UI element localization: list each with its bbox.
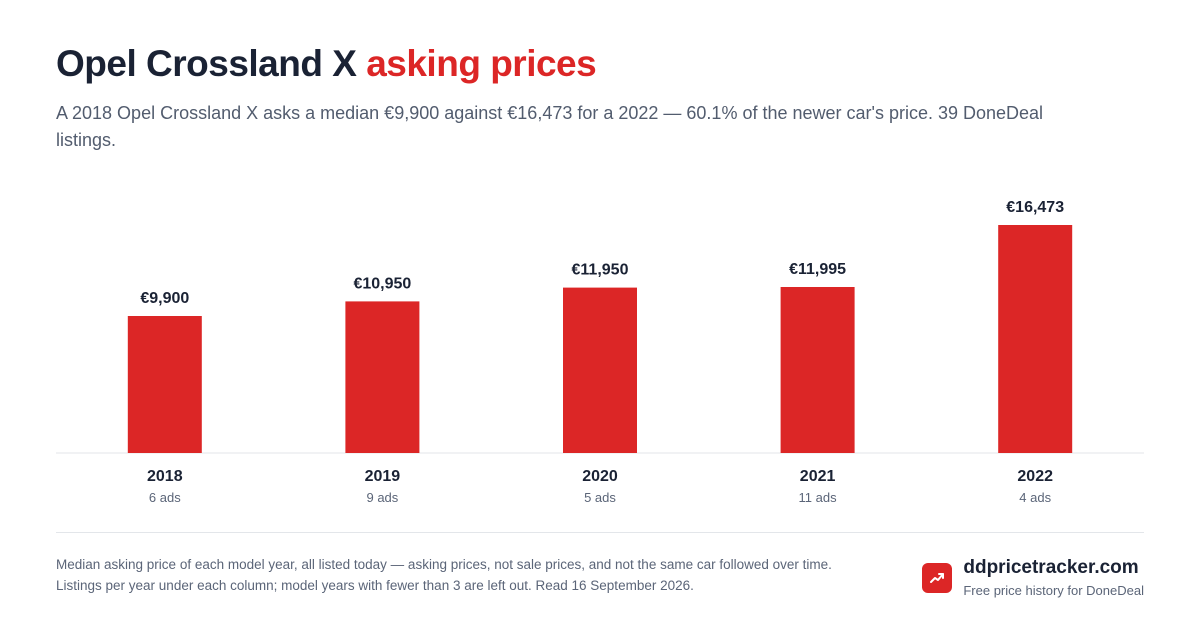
category-label: 2022 <box>1017 468 1053 485</box>
category-label: 2018 <box>147 468 183 485</box>
bar-value-label: €11,995 <box>789 261 846 278</box>
bar-value-label: €9,900 <box>140 290 189 307</box>
bar-2022 <box>998 225 1073 453</box>
bar-value-label: €16,473 <box>1006 199 1064 216</box>
bar-2020 <box>563 287 637 453</box>
bar-value-label: €10,950 <box>353 275 411 292</box>
bars-layer: €9,900 2018 6 ads €10,950 2019 9 ads €11,950 20… <box>127 199 1073 505</box>
brand-text: ddpricetracker.com Free price history fo… <box>963 556 1144 600</box>
brand-name[interactable]: ddpricetracker.com <box>963 557 1139 578</box>
page-subtitle: A 2018 Opel Crossland X asks a median €9… <box>56 103 1044 150</box>
ads-count-label: 4 ads <box>1019 490 1051 505</box>
footer-divider <box>56 532 1144 533</box>
category-label: 2020 <box>582 468 618 485</box>
ads-count-label: 11 ads <box>799 490 838 505</box>
bar-2021 <box>780 287 855 453</box>
category-label: 2019 <box>365 468 401 485</box>
brand-tagline: Free price history for DoneDeal <box>963 583 1144 598</box>
price-bar-chart: €9,900 2018 6 ads €10,950 2019 9 ads €11,950 20… <box>56 199 1144 505</box>
trending-up-icon <box>922 563 953 593</box>
category-label: 2021 <box>800 468 836 485</box>
brand[interactable]: ddpricetracker.com Free price history fo… <box>922 556 1144 600</box>
ads-count-label: 6 ads <box>149 490 181 505</box>
ads-count-label: 5 ads <box>584 490 616 505</box>
bar-2018 <box>127 316 202 453</box>
footnote: Median asking price of each model year, … <box>56 557 832 593</box>
bar-2019 <box>345 301 420 453</box>
page-title: Opel Crossland X asking prices <box>56 40 597 88</box>
bar-value-label: €11,950 <box>572 262 629 279</box>
ads-count-label: 9 ads <box>366 490 398 505</box>
title-main: Opel Crossland X <box>56 43 357 84</box>
title-accent: asking prices <box>366 43 597 84</box>
